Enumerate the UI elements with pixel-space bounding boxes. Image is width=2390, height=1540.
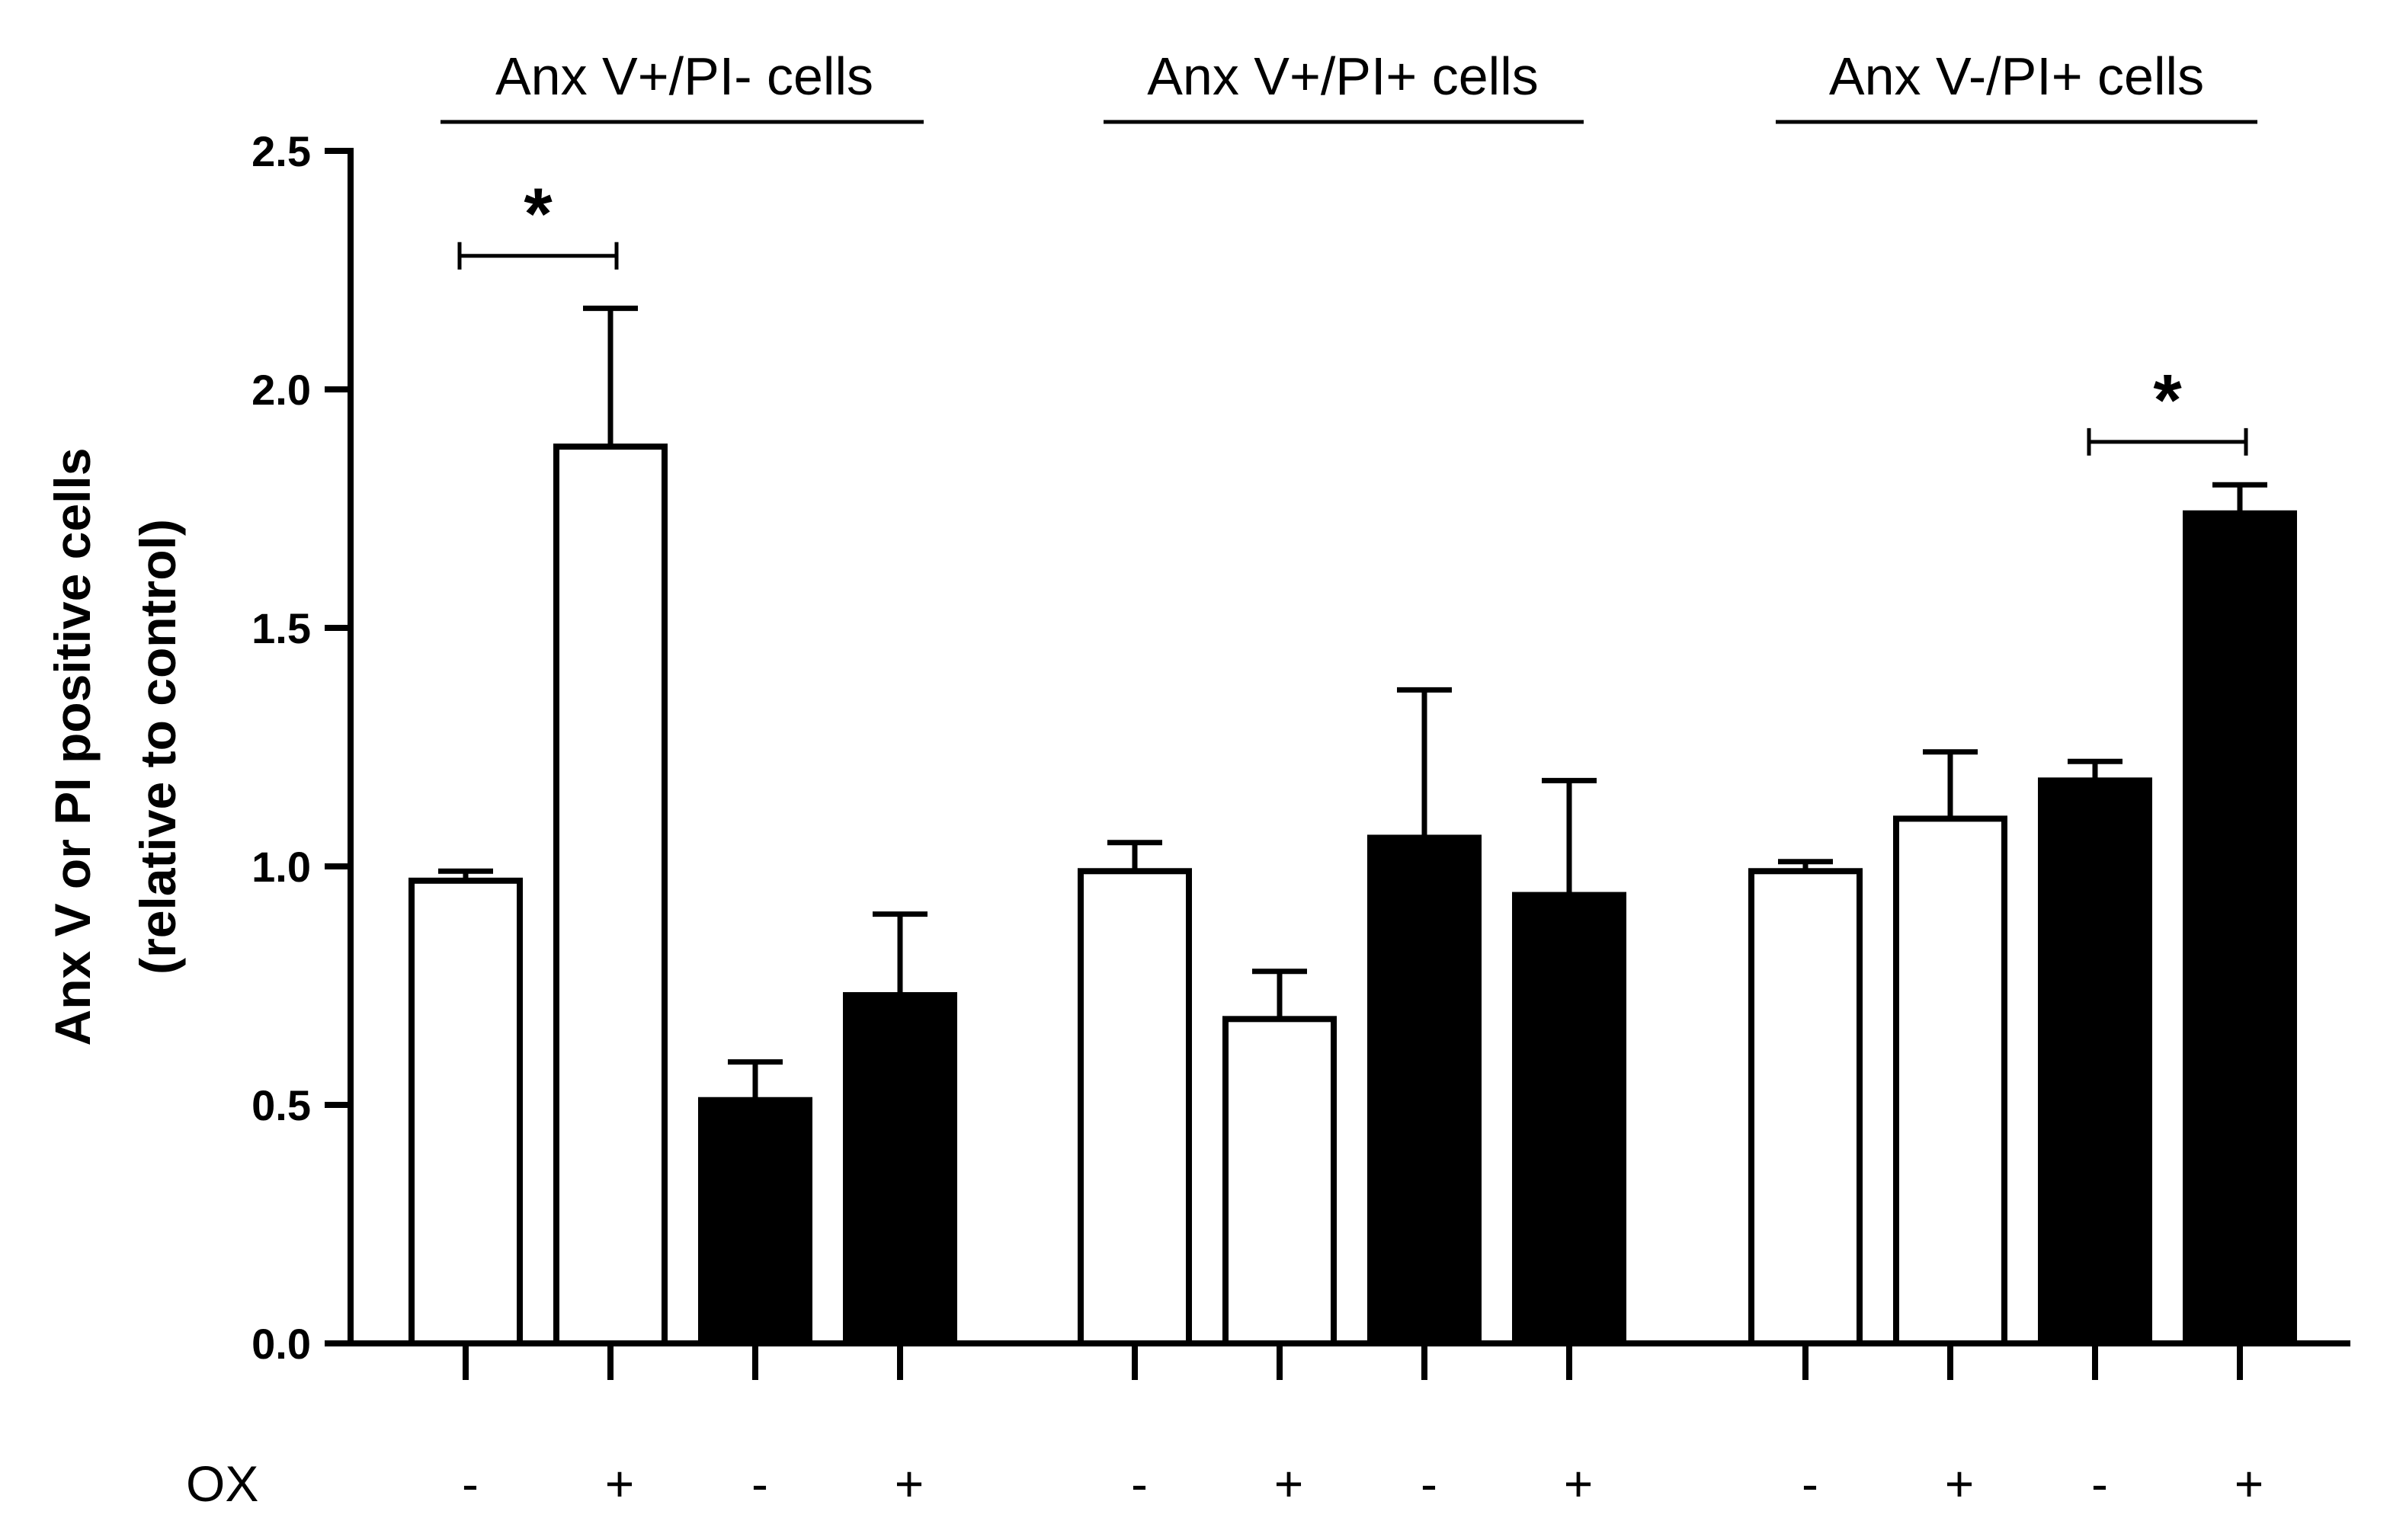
treatment-label: +: [895, 1455, 924, 1512]
y-tick-label: 1.5: [251, 604, 311, 652]
bar: [1512, 892, 1626, 1347]
bar: [1748, 868, 1863, 1346]
bar: [408, 877, 523, 1346]
treatment-label: +: [1564, 1455, 1594, 1512]
treatment-label: +: [1274, 1455, 1304, 1512]
treatment-label: -: [1802, 1455, 1818, 1512]
treatment-label: -: [751, 1455, 768, 1512]
group-title: Anx V+/PI- cells: [495, 46, 873, 106]
significance-star: *: [524, 174, 553, 255]
bar: [2038, 777, 2152, 1346]
y-tick-label: 2.5: [251, 127, 311, 175]
treatment-label: +: [1945, 1455, 1975, 1512]
treatment-label: -: [1421, 1455, 1437, 1512]
significance-star: *: [2153, 360, 2182, 441]
treatment-label: -: [462, 1455, 479, 1512]
y-axis-title-line1: Anx V or PI positive cells: [44, 448, 101, 1046]
y-tick-label: 1.0: [251, 843, 311, 891]
y-tick-label: 2.0: [251, 366, 311, 414]
bar: [1893, 815, 2007, 1346]
group-title: Anx V-/PI+ cells: [1829, 46, 2204, 106]
bar: [2183, 510, 2297, 1346]
y-tick-label: 0.5: [251, 1081, 311, 1129]
group-title: Anx V+/PI+ cells: [1147, 46, 1539, 106]
bar: [1078, 868, 1192, 1346]
treatment-label: -: [1131, 1455, 1148, 1512]
treatment-label: -: [2091, 1455, 2108, 1512]
treatment-row-label: OX: [186, 1455, 258, 1512]
y-axis-title-line2: (relative to control): [130, 519, 186, 975]
treatment-label: +: [605, 1455, 635, 1512]
bar: [698, 1097, 812, 1346]
bar: [843, 992, 957, 1347]
bar: [1367, 834, 1482, 1346]
bar: [553, 443, 668, 1346]
treatment-label: +: [2235, 1455, 2264, 1512]
plot-area: 0.0 0.5 1.0 1.5 2.0 2.5 Anx V+/PI- cells - + - + * A…: [251, 46, 2350, 1512]
y-tick-label: 0.0: [251, 1320, 311, 1368]
bar: [1222, 1016, 1337, 1346]
